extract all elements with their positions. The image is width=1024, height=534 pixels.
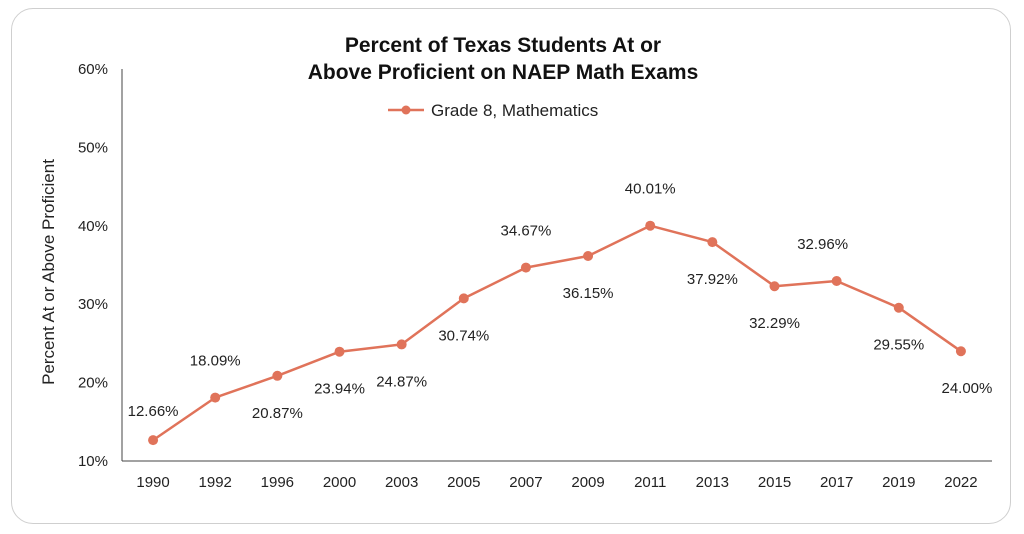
data-point — [769, 281, 780, 292]
data-label: 20.87% — [252, 405, 303, 422]
y-tick-label: 10% — [78, 453, 108, 470]
data-label: 18.09% — [190, 353, 241, 370]
y-axis-title: Percent At or Above Proficient — [39, 159, 58, 385]
x-tick-label: 2000 — [323, 474, 356, 491]
chart-frame — [11, 8, 1011, 524]
x-tick-label: 2017 — [820, 474, 853, 491]
chart-title-line-2: Above Proficient on NAEP Math Exams — [308, 61, 699, 84]
data-point — [334, 346, 345, 357]
y-tick-label: 20% — [78, 375, 108, 392]
data-label: 12.66% — [128, 403, 179, 420]
x-tick-label: 2015 — [758, 474, 791, 491]
x-tick-label: 2013 — [696, 474, 729, 491]
data-point — [272, 370, 283, 381]
data-point — [210, 392, 221, 403]
data-point — [396, 339, 407, 350]
y-tick-label: 30% — [78, 296, 108, 313]
data-label: 24.00% — [941, 380, 992, 397]
y-tick-label: 50% — [78, 139, 108, 156]
series-line — [152, 224, 962, 442]
data-label: 32.29% — [749, 315, 800, 332]
y-tick-label: 60% — [78, 61, 108, 78]
x-tick-label: 2019 — [882, 474, 915, 491]
chart-title-line-1: Percent of Texas Students At or — [345, 34, 661, 57]
x-tick-label: 2007 — [509, 474, 542, 491]
data-label: 23.94% — [314, 381, 365, 398]
x-tick-label: 1990 — [136, 474, 169, 491]
data-label: 24.87% — [376, 373, 427, 390]
legend: Grade 8, Mathematics — [388, 101, 598, 120]
data-point — [831, 275, 842, 286]
data-label: 29.55% — [873, 337, 924, 354]
data-point — [458, 293, 469, 304]
x-tick-label: 1996 — [261, 474, 294, 491]
legend-marker — [401, 105, 411, 115]
data-label: 37.92% — [687, 271, 738, 288]
data-point — [148, 435, 159, 446]
x-tick-label: 1992 — [199, 474, 232, 491]
data-point — [707, 237, 718, 248]
x-tick-label: 2005 — [447, 474, 480, 491]
y-tick-label: 40% — [78, 218, 108, 235]
x-tick-label: 2009 — [571, 474, 604, 491]
x-tick-label: 2003 — [385, 474, 418, 491]
legend-label: Grade 8, Mathematics — [431, 101, 598, 120]
data-point — [893, 302, 904, 313]
data-label: 36.15% — [563, 285, 614, 302]
data-label: 30.74% — [438, 327, 489, 344]
data-label: 34.67% — [500, 223, 551, 240]
data-label: 32.96% — [797, 236, 848, 253]
data-point — [583, 250, 594, 261]
data-point — [955, 346, 966, 357]
x-tick-label: 2022 — [944, 474, 977, 491]
x-tick-label: 2011 — [634, 474, 666, 491]
data-label: 40.01% — [625, 181, 676, 198]
data-point — [645, 220, 656, 231]
data-point — [520, 262, 531, 273]
